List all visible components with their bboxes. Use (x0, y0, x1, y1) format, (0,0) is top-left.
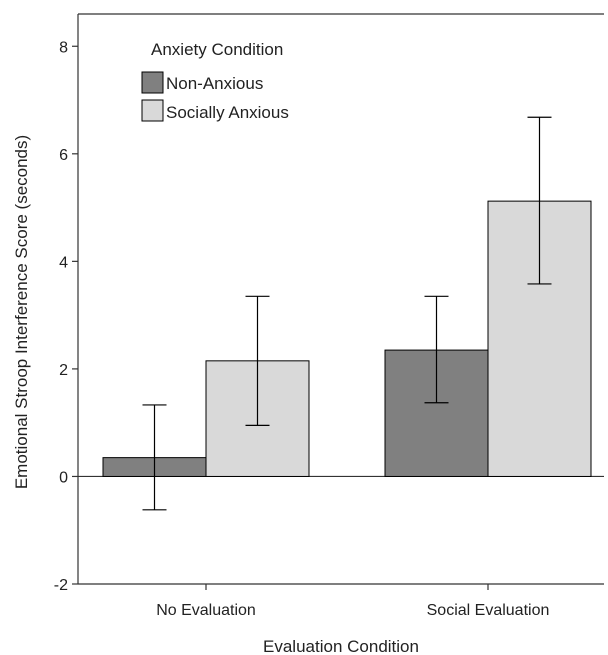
legend-label-socially-anxious: Socially Anxious (166, 103, 289, 122)
y-tick-label: 4 (59, 254, 68, 271)
y-tick-label: -2 (54, 577, 68, 594)
x-axis-ticks: No Evaluation Social Evaluation (156, 584, 549, 619)
legend-swatch-non-anxious (141, 71, 164, 94)
y-tick-label: 0 (59, 469, 68, 486)
bars (102, 200, 592, 477)
error-bars (142, 116, 552, 511)
x-tick-label-no-evaluation: No Evaluation (156, 602, 256, 619)
y-tick-label: 8 (59, 39, 68, 56)
legend: Anxiety Condition Non-Anxious Socially A… (141, 40, 289, 122)
x-tick-label-social-evaluation: Social Evaluation (427, 602, 550, 619)
legend-title: Anxiety Condition (151, 40, 283, 59)
x-axis-title: Evaluation Condition (263, 637, 419, 655)
y-axis-ticks: -2 0 2 4 6 8 (54, 39, 78, 594)
legend-label-non-anxious: Non-Anxious (166, 74, 263, 93)
y-tick-label: 2 (59, 362, 68, 379)
legend-swatch-socially-anxious (141, 99, 164, 122)
y-axis-title: Emotional Stroop Interference Score (sec… (12, 135, 31, 489)
y-tick-label: 6 (59, 147, 68, 164)
